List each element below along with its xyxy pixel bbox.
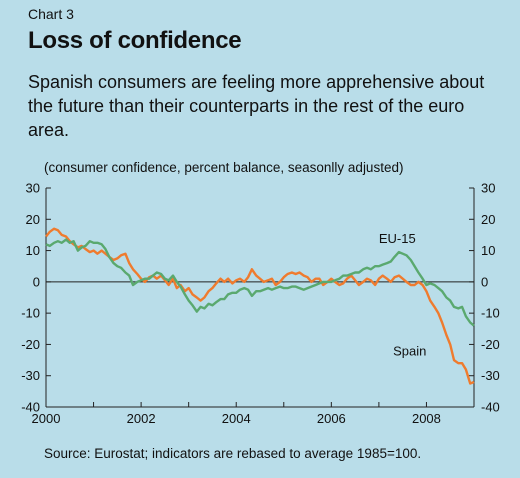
x-tick-label: 2004 xyxy=(222,411,251,426)
series-layer xyxy=(45,227,475,385)
y-tick-left-label: -20 xyxy=(21,337,40,352)
y-tick-left-label: 30 xyxy=(26,181,40,196)
left-axis: 30 20 10 0 -10 -20 -30 -40 xyxy=(21,181,51,415)
y-tick-right-label: 20 xyxy=(481,212,495,227)
series-label-spain: Spain xyxy=(393,343,426,358)
y-tick-left-label: 0 xyxy=(33,274,40,289)
y-tick-right-label: 30 xyxy=(481,181,495,196)
source-note: Source: Eurostat; indicators are rebased… xyxy=(44,446,422,461)
y-tick-left-label: 20 xyxy=(26,212,40,227)
x-axis: 2000 2002 2004 2006 2008 xyxy=(32,402,441,426)
series-line-spain xyxy=(45,227,475,385)
right-axis: 30 20 10 0 -10 -20 -30 -40 xyxy=(469,181,500,415)
y-tick-right-label: -10 xyxy=(481,306,500,321)
x-tick-label: 2008 xyxy=(412,411,441,426)
y-tick-right-label: 10 xyxy=(481,243,495,258)
y-tick-left-label: -40 xyxy=(21,400,40,415)
series-label-eu-15: EU-15 xyxy=(379,231,416,246)
plot-frame xyxy=(45,188,475,408)
annotation-layer: EU-15 Spain xyxy=(379,231,427,359)
y-tick-right-label: -20 xyxy=(481,337,500,352)
y-tick-right-label: 0 xyxy=(481,274,488,289)
x-tick-label: 2000 xyxy=(32,411,61,426)
chart-number: Chart 3 xyxy=(28,6,74,22)
y-tick-left-label: 10 xyxy=(26,243,40,258)
units-note: (consumer confidence, percent balance, s… xyxy=(44,160,404,175)
y-tick-right-label: -40 xyxy=(481,400,500,415)
x-tick-label: 2006 xyxy=(317,411,346,426)
series-line-eu-15 xyxy=(45,238,475,327)
chart-title: Loss of confidence xyxy=(28,27,242,54)
y-tick-right-label: -30 xyxy=(481,368,500,383)
y-tick-left-label: -10 xyxy=(21,306,40,321)
chart-subtitle: Spanish consumers are feeling more appre… xyxy=(28,72,485,140)
x-tick-label: 2002 xyxy=(127,411,156,426)
y-tick-left-label: -30 xyxy=(21,368,40,383)
